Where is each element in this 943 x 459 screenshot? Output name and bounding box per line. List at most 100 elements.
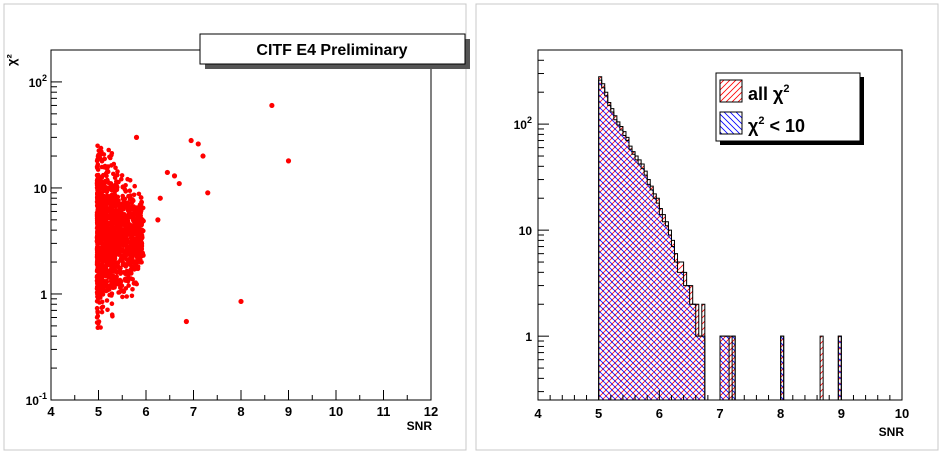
histogram-bar — [629, 149, 633, 400]
scatter-point — [95, 320, 101, 326]
scatter-point — [139, 220, 145, 225]
histogram-x-tick-label: 6 — [656, 406, 663, 421]
scatter-point — [106, 214, 111, 219]
scatter-point — [114, 183, 119, 189]
scatter-point — [137, 223, 142, 228]
scatter-point — [98, 255, 103, 261]
histogram-bar — [604, 95, 608, 400]
scatter-point — [128, 245, 133, 250]
scatter-y-tick-label: 10 — [34, 182, 48, 196]
scatter-point — [107, 254, 112, 259]
scatter-point — [110, 232, 116, 238]
scatter-point — [129, 224, 135, 230]
scatter-point — [119, 283, 125, 289]
histogram-x-tick-label: 8 — [777, 406, 784, 421]
legend-swatch-chi2-lt-10 — [719, 111, 743, 135]
scatter-point — [126, 283, 131, 288]
histogram-bar — [638, 164, 642, 400]
scatter-point — [102, 220, 108, 226]
scatter-point — [130, 212, 135, 217]
scatter-point — [95, 281, 100, 287]
scatter-point — [114, 203, 119, 208]
histogram-pad: 4 5 6 7 8 9 10 1 10 102 SNR all χ2 χ2 < 10 — [475, 3, 939, 451]
legend-label-all-chi2: all χ2 — [748, 83, 790, 104]
scatter-point — [110, 221, 115, 226]
scatter-point — [101, 251, 107, 256]
scatter-point — [102, 279, 108, 285]
scatter-point — [105, 307, 110, 313]
scatter-point — [112, 196, 118, 202]
scatter-point — [120, 288, 125, 293]
scatter-point — [100, 304, 106, 310]
scatter-point — [200, 153, 206, 159]
histogram-x-tick-label: 10 — [895, 406, 909, 421]
scatter-point — [132, 259, 138, 264]
scatter-point — [94, 260, 100, 265]
scatter-x-tick-label: 5 — [95, 404, 102, 419]
scatter-point — [125, 262, 130, 267]
histogram-bar — [619, 130, 623, 400]
scatter-point — [269, 102, 275, 109]
scatter-point — [98, 230, 104, 235]
scatter-point — [111, 276, 116, 281]
histogram-x-tick-label: 5 — [595, 406, 602, 421]
scatter-title-box — [199, 33, 466, 65]
histogram-y-tick-label: 10 — [519, 224, 533, 238]
histogram-bar — [838, 336, 842, 400]
scatter-point — [100, 292, 106, 297]
scatter-x-tick-label: 12 — [424, 404, 438, 419]
scatter-point — [95, 157, 100, 162]
scatter-point — [107, 196, 112, 201]
scatter-point — [109, 293, 114, 298]
scatter-point — [125, 278, 131, 284]
scatter-point — [112, 256, 118, 262]
scatter-point — [131, 192, 137, 198]
scatter-point — [96, 188, 102, 194]
scatter-point — [101, 259, 106, 264]
scatter-point — [132, 281, 137, 286]
scatter-point — [117, 226, 123, 231]
scatter-point — [94, 185, 100, 190]
scatter-point — [171, 173, 178, 179]
scatter-point — [119, 234, 124, 239]
scatter-point — [120, 262, 126, 268]
scatter-point — [132, 183, 137, 189]
scatter-x-tick-label: 7 — [190, 404, 197, 419]
scatter-point — [101, 180, 107, 185]
histogram-bar — [680, 272, 684, 400]
scatter-point — [105, 185, 110, 191]
scatter-point — [123, 183, 128, 188]
scatter-point — [119, 176, 124, 182]
scatter-point — [127, 195, 133, 200]
scatter-points — [94, 102, 292, 331]
scatter-y-tick-label: 1 — [40, 288, 47, 302]
scatter-point — [122, 249, 127, 254]
scatter-point — [128, 250, 133, 256]
histogram-x-tick-label: 9 — [838, 406, 845, 421]
scatter-point — [103, 171, 109, 176]
histogram-bar — [641, 168, 645, 400]
scatter-point — [118, 212, 123, 217]
scatter-point — [106, 231, 112, 236]
histogram-series-1 — [598, 80, 842, 401]
scatter-point — [141, 228, 146, 234]
histogram-bar — [683, 285, 687, 400]
scatter-point — [124, 215, 129, 220]
scatter-point — [131, 263, 137, 269]
scatter-point — [285, 158, 292, 164]
scatter-point — [110, 262, 116, 268]
scatter-point — [102, 212, 107, 217]
histogram-bar — [635, 159, 639, 400]
scatter-point — [119, 220, 125, 226]
scatter-point — [117, 202, 123, 208]
histogram-y-axis: 1 10 102 — [514, 49, 549, 393]
scatter-point — [96, 237, 102, 242]
scatter-point — [94, 267, 100, 273]
histogram-y-tick-label: 102 — [514, 115, 532, 132]
scatter-point — [113, 225, 118, 231]
scatter-point — [195, 141, 201, 147]
histogram-bar — [686, 285, 690, 400]
scatter-point — [95, 221, 100, 227]
